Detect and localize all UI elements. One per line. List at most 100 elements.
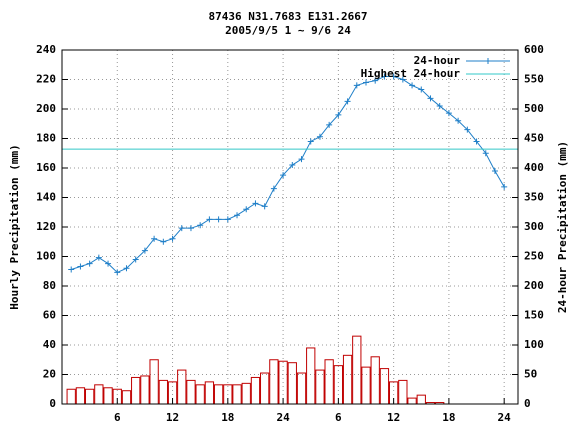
point [77,263,84,270]
point [206,216,213,223]
point [381,73,388,80]
line [71,76,505,274]
bar [306,347,316,405]
point [455,117,462,124]
point [151,235,158,242]
y2-tick-label: 150 [524,309,544,322]
y2-tick-label: 400 [524,161,544,174]
bar [342,354,353,405]
legend-marker [485,58,491,64]
point [491,167,498,174]
y2-tick-label: 550 [524,73,544,86]
point [86,260,93,267]
bar [195,384,205,405]
bar [158,379,168,405]
bar [66,388,76,405]
point [390,73,397,80]
y2-tick-label: 500 [524,102,544,115]
y2-tick-label: 450 [524,132,544,145]
point [501,183,508,190]
y-tick-label: 200 [36,102,56,115]
y-tick-label: 160 [36,161,56,174]
point [298,156,305,163]
point [178,225,185,232]
y-tick-label: 240 [36,43,56,56]
point [270,185,277,192]
point [197,222,204,229]
bar [296,372,307,405]
x-tick-label: 24 [498,411,512,424]
y2-tick-label: 200 [524,279,544,292]
chart-title: 87436 N31.7683 E131.2667 [209,10,368,23]
y-tick-label: 40 [43,338,56,351]
bar [94,384,104,405]
point [399,76,406,83]
point [114,269,121,276]
point [335,111,342,118]
point [280,172,287,179]
x-tick-label: 6 [114,411,121,424]
point [234,212,241,219]
y2-tick-label: 600 [524,43,544,56]
x-tick-label: 12 [387,411,400,424]
bar [140,375,150,405]
bar [398,379,408,405]
bar [379,368,390,405]
y-tick-label: 100 [36,250,56,263]
point [95,254,102,261]
point [289,162,296,169]
bar [315,369,325,405]
bar [407,397,417,405]
bar [121,390,132,405]
y2-tick-label: 100 [524,338,544,351]
bar [416,394,426,405]
point [123,265,130,272]
bar [250,376,261,405]
point [372,77,379,84]
point [353,82,360,89]
y-tick-label: 180 [36,132,56,145]
bar [131,376,141,405]
point [252,200,259,207]
bar [324,359,334,405]
x-tick-label: 24 [276,411,290,424]
legend-label: Highest 24-hour [361,67,461,80]
point [436,103,443,110]
legend-label: 24-hour [414,54,461,67]
bar [204,381,215,405]
y-tick-label: 80 [43,279,56,292]
bar [260,372,270,405]
point [427,95,434,102]
y-tick-label: 20 [43,368,56,381]
y2-tick-label: 250 [524,250,544,263]
bar [177,369,187,405]
point [363,79,369,86]
bar [287,362,297,405]
y-tick-label: 0 [49,397,56,410]
bar [213,384,224,405]
y2-tick-label: 0 [524,397,531,410]
y2-tick-label: 300 [524,220,544,233]
point [307,138,314,145]
point [464,126,471,133]
y-axis-label: Hourly Precipitation (mm) [8,144,21,310]
point [482,150,489,157]
point [141,247,148,254]
plot-frame [61,49,519,405]
y-tick-label: 60 [43,309,56,322]
bar [103,387,113,405]
bar [352,335,362,405]
point [326,121,333,128]
bar [75,387,86,405]
bar [269,359,279,405]
point [243,206,250,213]
y-tick-label: 140 [36,191,56,204]
y-tick-label: 120 [36,220,56,233]
bar [84,388,95,405]
point [261,203,268,210]
y2-axis-label: 24-hour Precipitation (mm) [556,141,569,313]
point [344,98,351,105]
point [409,82,416,89]
point [418,86,425,93]
